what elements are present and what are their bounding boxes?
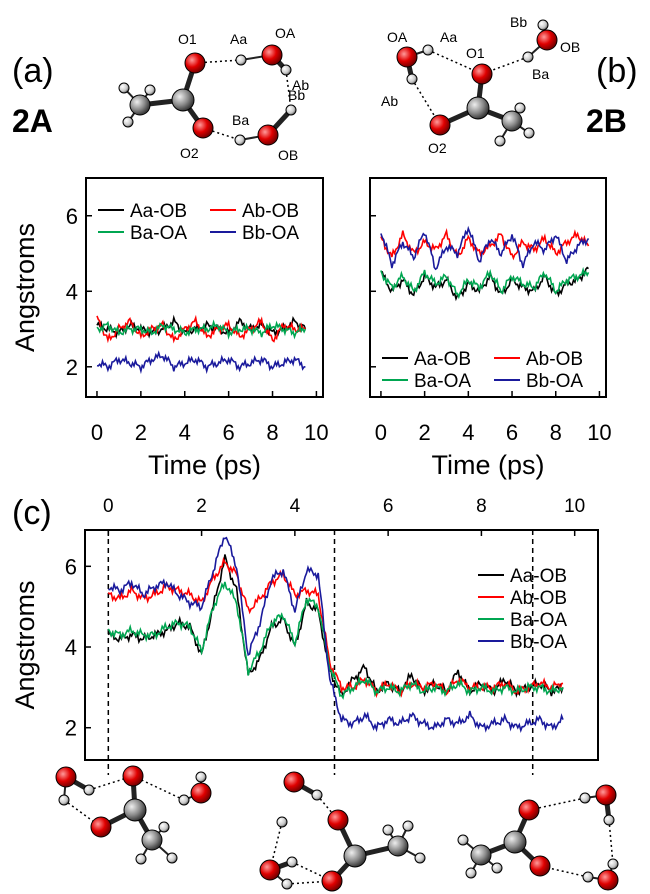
series-line-ab-ob <box>96 314 306 344</box>
x-axis-label: Time (ps) <box>432 450 545 480</box>
molecule-2B <box>396 19 558 147</box>
atom-label: O1 <box>466 45 485 61</box>
chart-a: 0 2 4 6 8 10 2 4 6 Time (ps) Angstroms Aa-OB Ab-OB Ba… <box>10 177 329 480</box>
legend-label: Ba-OA <box>510 610 567 631</box>
atom-label: Aa <box>230 31 247 47</box>
snapshot-molecule-3 <box>457 784 619 891</box>
x-tick-label: 10 <box>587 420 611 445</box>
x-tick-label: 8 <box>266 420 278 445</box>
plot-frame <box>369 177 607 398</box>
series-line-aa-ob <box>380 266 589 302</box>
x-tick-label: 0 <box>103 496 114 517</box>
legend-label: Aa-OB <box>510 566 567 587</box>
x-tick-label: 2 <box>135 420 147 445</box>
atom-label: OA <box>387 29 408 45</box>
legend-label: Bb-OA <box>242 223 299 244</box>
atom-label: Bb <box>288 87 305 103</box>
x-axis-label: Time (ps) <box>148 450 261 480</box>
series-line-ba-oa <box>380 266 590 300</box>
atom-label: OA <box>275 25 296 41</box>
series-line-ba-oa <box>107 581 564 700</box>
x-tick-label: 6 <box>506 420 518 445</box>
y-tick-label: 2 <box>66 355 78 380</box>
atom-label: OB <box>560 39 580 55</box>
panel-label-2B: 2B <box>586 103 627 139</box>
x-tick-label: 8 <box>476 496 487 517</box>
y-tick-label: 6 <box>66 204 78 229</box>
legend-label: Ba-OA <box>130 223 187 244</box>
atom-label: Bb <box>510 14 527 30</box>
y-tick-label: 4 <box>66 279 78 304</box>
series-line-aa-ob <box>107 554 564 699</box>
chart-b: 0 2 4 6 8 10 Time (ps) Aa-OB Ab-OB Ba-OA Bb-OA <box>369 177 612 480</box>
panel-label-2A: 2A <box>12 103 53 139</box>
x-tick-label: 6 <box>223 420 235 445</box>
plot-frame <box>85 177 324 398</box>
series-line-bb-oa <box>96 350 306 375</box>
atom-label: OB <box>278 147 298 163</box>
atom-label: Ab <box>381 93 398 109</box>
legend-label: Ab-OB <box>242 201 299 222</box>
legend-label: Ab-OB <box>510 588 567 609</box>
legend-label: Bb-OA <box>526 371 583 392</box>
x-tick-label: 6 <box>383 496 394 517</box>
legend-label: Aa-OB <box>130 201 187 222</box>
atom-label: Aa <box>440 29 457 45</box>
series-line-ab-ob <box>107 556 564 699</box>
panel-letter-c: (c) <box>12 494 52 532</box>
molecule-2B-labels: OA Aa Bb OB O1 Ba Ab O2 <box>381 14 580 156</box>
atom-label: O2 <box>428 140 447 156</box>
legend-label: Ab-OB <box>526 349 583 370</box>
x-tick-label: 0 <box>375 420 387 445</box>
x-tick-label: 8 <box>550 420 562 445</box>
x-tick-label: 10 <box>304 420 328 445</box>
x-tick-label: 10 <box>564 496 585 517</box>
x-tick-label: 2 <box>196 496 207 517</box>
x-tick-label: 4 <box>179 420 191 445</box>
panel-letter-a: (a) <box>12 52 54 90</box>
x-tick-label: 4 <box>462 420 474 445</box>
series-line-bb-oa <box>380 225 590 271</box>
atom-label: O1 <box>178 31 197 47</box>
series-line-ba-oa <box>96 319 307 340</box>
legend-label: Aa-OB <box>414 349 471 370</box>
y-tick-label: 4 <box>65 635 77 660</box>
legend-label: Bb-OA <box>510 632 567 653</box>
plot-frame <box>84 529 599 761</box>
atom-label: O2 <box>180 145 199 161</box>
x-tick-label: 4 <box>290 496 301 517</box>
atom-label: Ba <box>232 112 249 128</box>
atom-label: Ab <box>292 77 309 93</box>
legend-label: Ba-OA <box>414 371 471 392</box>
y-axis-label: Angstroms <box>10 223 40 352</box>
snapshot-molecule-1 <box>55 765 212 865</box>
x-tick-label: 2 <box>419 420 431 445</box>
snapshot-molecule-2 <box>259 771 426 892</box>
panel-letter-b: (b) <box>596 52 638 90</box>
y-tick-label: 6 <box>65 554 77 579</box>
y-axis-label: Angstroms <box>10 580 40 709</box>
molecule-2A-labels: O1 Aa OA Ab Bb Ba O2 OB <box>178 25 309 163</box>
molecule-2A <box>118 44 297 146</box>
y-tick-label: 2 <box>65 716 77 741</box>
series-line-bb-oa <box>108 536 564 734</box>
x-tick-label: 0 <box>91 420 103 445</box>
atom-label: Ba <box>532 66 549 82</box>
